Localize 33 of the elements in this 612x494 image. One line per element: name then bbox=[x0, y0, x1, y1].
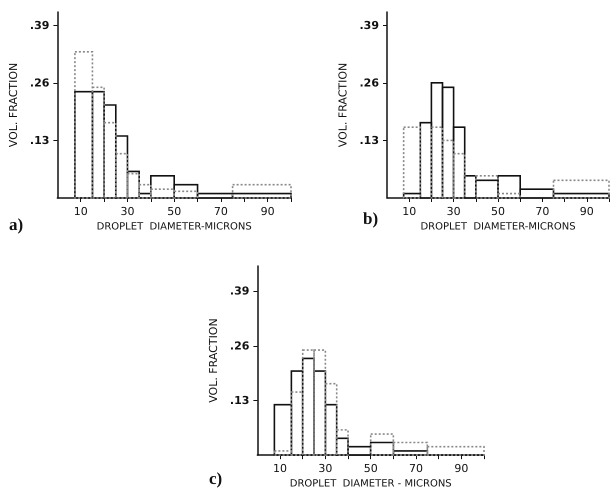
x-tick-label: 10 bbox=[74, 205, 88, 218]
y-axis-title: VOL. FRACTION bbox=[7, 62, 20, 148]
x-tick-label: 70 bbox=[535, 205, 550, 218]
x-tick-label: 90 bbox=[580, 205, 594, 218]
y-tick-label: .26 bbox=[360, 76, 380, 90]
x-tick-label: 30 bbox=[318, 462, 332, 476]
x-tick-label: 50 bbox=[167, 205, 182, 218]
x-axis-title: DROPLET DIAMETER-MICRONS bbox=[96, 222, 252, 232]
x-tick-label: 90 bbox=[454, 462, 468, 476]
x-tick-label: 30 bbox=[120, 205, 134, 218]
x-axis-title: DROPLET DIAMETER - MICRONS bbox=[290, 478, 452, 490]
y-axis-title: VOL. FRACTION bbox=[207, 318, 220, 403]
y-tick-label: .13 bbox=[230, 394, 250, 407]
y-tick-label: .39 bbox=[230, 284, 250, 298]
y-tick-label: .26 bbox=[30, 76, 50, 90]
y-axis-title: VOL. FRACTION bbox=[336, 62, 350, 148]
y-tick-label: .13 bbox=[360, 134, 379, 147]
x-tick-label: 70 bbox=[214, 205, 228, 218]
text: a) bbox=[9, 215, 24, 234]
y-tick-label: .39 bbox=[30, 18, 50, 32]
y-tick-label: .13 bbox=[30, 134, 50, 147]
x-tick-label: 10 bbox=[402, 205, 416, 218]
x-tick-label: 90 bbox=[260, 205, 275, 218]
x-tick-label: 30 bbox=[446, 205, 461, 218]
x-tick-label: 50 bbox=[364, 462, 378, 476]
text: c) bbox=[209, 469, 222, 488]
y-tick-label: .26 bbox=[230, 339, 250, 352]
y-tick-label: .39 bbox=[360, 18, 379, 32]
text: b) bbox=[363, 209, 378, 228]
x-tick-label: 50 bbox=[491, 205, 505, 218]
x-tick-label: 10 bbox=[273, 462, 288, 476]
x-tick-label: 70 bbox=[409, 462, 424, 476]
x-axis-title: DROPLET DIAMETER-MICRONS bbox=[420, 222, 576, 232]
